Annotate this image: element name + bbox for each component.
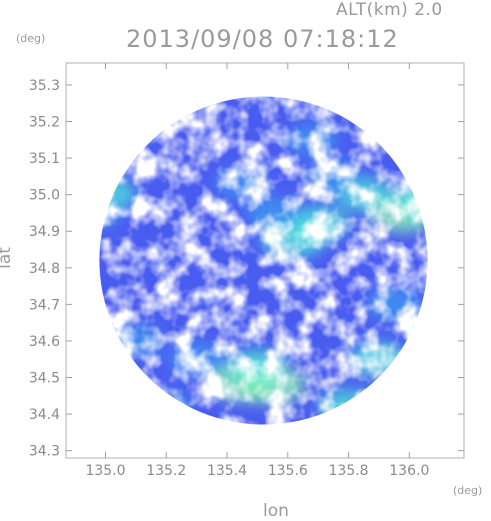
echo-cell — [216, 168, 269, 200]
echo-cell — [99, 196, 119, 230]
y-tick-label: 34.6 — [29, 334, 60, 350]
x-axis-label: lon — [263, 501, 289, 521]
timestamp-title: 2013/09/08 07:18:12 — [126, 25, 399, 53]
echo-cell — [108, 324, 164, 358]
x-tick-label: 135.4 — [207, 463, 247, 479]
echo-cell — [306, 160, 361, 193]
y-tick-label: 34.7 — [29, 297, 60, 313]
x-tick-label: 136.0 — [389, 463, 429, 479]
echo-cell — [228, 349, 287, 384]
echo-cell — [319, 389, 378, 425]
echo-cell — [349, 341, 409, 377]
y-tick-label: 34.9 — [29, 224, 60, 240]
echo-cell — [99, 176, 136, 213]
x-tick-label: 135.0 — [85, 463, 125, 479]
plot-frame — [65, 62, 465, 459]
y-tick-label: 34.3 — [29, 444, 60, 460]
axes: 135.0 135.2 135.4 135.6 135.8 136.0 34.3 34.4 34… — [29, 63, 464, 479]
echo-cell — [365, 287, 423, 322]
echo-cell — [392, 183, 428, 221]
x-tick-label: 135.2 — [146, 463, 186, 479]
y-tick-label: 35.0 — [29, 188, 60, 204]
echo-cell — [168, 342, 225, 377]
altitude-label: ALT(km) 2.0 — [336, 0, 443, 20]
y-tick-label: 35.2 — [29, 115, 60, 131]
y-unit-label: (deg) — [16, 32, 46, 45]
x-tick-label: 135.6 — [268, 463, 308, 479]
y-tick-label: 35.1 — [29, 151, 60, 167]
y-tick-label: 34.8 — [29, 261, 60, 277]
echo-cell — [285, 124, 339, 156]
echo-cell — [287, 205, 349, 242]
echo-cell — [141, 391, 192, 422]
echo-cell — [245, 196, 300, 230]
y-tick-label: 34.5 — [29, 371, 60, 387]
y-tick-label: 34.4 — [29, 407, 60, 423]
y-tick-label: 35.3 — [29, 78, 60, 94]
x-unit-label: (deg) — [453, 484, 483, 497]
x-tick-label: 135.8 — [329, 463, 369, 479]
